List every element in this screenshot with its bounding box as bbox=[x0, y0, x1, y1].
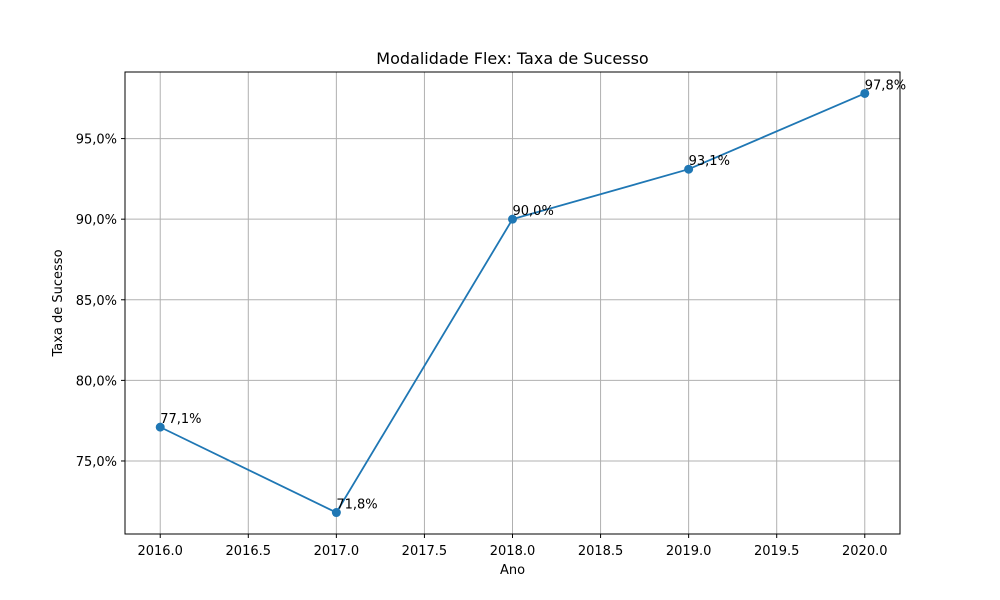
x-tick-label: 2017.5 bbox=[402, 544, 448, 559]
x-tick-label: 2017.0 bbox=[314, 544, 360, 559]
x-tick-label: 2018.0 bbox=[490, 544, 536, 559]
y-axis-label: Taxa de Sucesso bbox=[51, 249, 66, 357]
y-tick-label: 90,0% bbox=[76, 213, 117, 228]
x-tick-label: 2016.0 bbox=[137, 544, 183, 559]
grid bbox=[125, 72, 900, 534]
x-tick-label: 2019.0 bbox=[666, 544, 712, 559]
x-tick-label: 2018.5 bbox=[578, 544, 624, 559]
data-label: 71,8% bbox=[336, 498, 377, 513]
x-axis-label: Ano bbox=[500, 563, 525, 578]
chart-title: Modalidade Flex: Taxa de Sucesso bbox=[376, 49, 648, 68]
x-tick-label: 2020.0 bbox=[842, 544, 888, 559]
data-label: 90,0% bbox=[513, 204, 554, 219]
data-point bbox=[331, 508, 341, 518]
data-point bbox=[684, 164, 694, 174]
series-group: 77,1% 71,8% 90,0% 93,1% 97,8% bbox=[155, 78, 906, 518]
data-point bbox=[860, 88, 870, 98]
data-label: 97,8% bbox=[865, 78, 906, 93]
y-tick-label: 85,0% bbox=[76, 294, 117, 309]
x-tick-label: 2019.5 bbox=[754, 544, 800, 559]
data-label: 77,1% bbox=[160, 412, 201, 427]
x-tick-label: 2016.5 bbox=[226, 544, 272, 559]
y-tick-label: 80,0% bbox=[76, 374, 117, 389]
data-point bbox=[508, 214, 517, 224]
y-tick-label: 75,0% bbox=[76, 455, 117, 470]
data-label: 93,1% bbox=[689, 154, 730, 169]
data-point bbox=[155, 422, 165, 432]
axis-ticks: 2016.0 2016.5 2017.0 2017.5 2018.0 2018.5 2019… bbox=[76, 133, 888, 559]
y-tick-label: 95,0% bbox=[76, 133, 117, 148]
